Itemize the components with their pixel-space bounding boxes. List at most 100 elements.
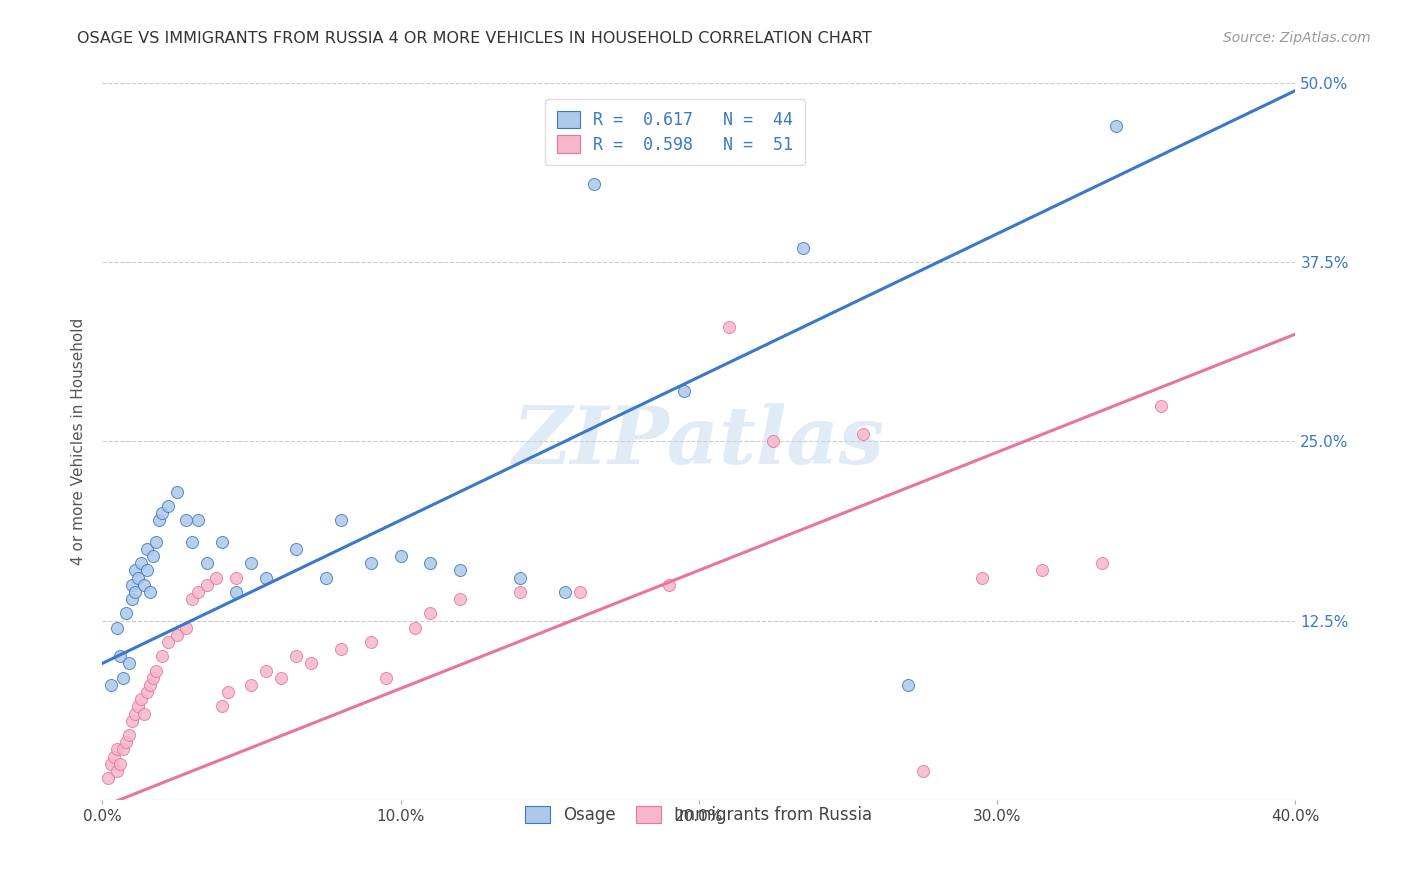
Point <box>148 513 170 527</box>
Point <box>127 570 149 584</box>
Point <box>1090 556 1112 570</box>
Point <box>419 556 441 570</box>
Point <box>132 706 155 721</box>
Point <box>156 499 179 513</box>
Point <box>139 585 162 599</box>
Point <box>105 621 128 635</box>
Point <box>211 534 233 549</box>
Point <box>142 671 165 685</box>
Point <box>897 678 920 692</box>
Point <box>124 585 146 599</box>
Point <box>108 649 131 664</box>
Point <box>270 671 292 685</box>
Point <box>225 570 247 584</box>
Legend: Osage, Immigrants from Russia: Osage, Immigrants from Russia <box>515 796 883 834</box>
Point <box>568 585 591 599</box>
Point <box>166 628 188 642</box>
Point <box>129 556 152 570</box>
Point <box>115 735 138 749</box>
Point <box>285 541 308 556</box>
Point <box>329 642 352 657</box>
Point <box>97 771 120 785</box>
Point <box>115 607 138 621</box>
Point <box>509 585 531 599</box>
Point <box>180 534 202 549</box>
Point <box>156 635 179 649</box>
Point <box>103 749 125 764</box>
Point <box>211 699 233 714</box>
Point <box>254 664 277 678</box>
Point <box>404 621 426 635</box>
Point <box>174 621 197 635</box>
Point <box>174 513 197 527</box>
Point <box>329 513 352 527</box>
Point <box>166 484 188 499</box>
Point <box>217 685 239 699</box>
Point <box>1150 399 1173 413</box>
Point <box>118 728 141 742</box>
Point <box>136 685 159 699</box>
Point <box>112 671 135 685</box>
Point <box>225 585 247 599</box>
Point <box>180 592 202 607</box>
Point <box>121 577 143 591</box>
Point <box>118 657 141 671</box>
Point <box>240 556 263 570</box>
Point <box>129 692 152 706</box>
Point <box>672 384 695 399</box>
Point <box>136 541 159 556</box>
Point <box>911 764 934 778</box>
Point <box>145 534 167 549</box>
Point <box>254 570 277 584</box>
Point <box>1105 120 1128 134</box>
Point <box>100 678 122 692</box>
Point <box>187 585 209 599</box>
Point <box>145 664 167 678</box>
Point <box>285 649 308 664</box>
Point <box>139 678 162 692</box>
Point <box>449 592 471 607</box>
Point <box>136 563 159 577</box>
Point <box>132 577 155 591</box>
Text: ZIPatlas: ZIPatlas <box>513 402 884 480</box>
Point <box>315 570 337 584</box>
Y-axis label: 4 or more Vehicles in Household: 4 or more Vehicles in Household <box>72 318 86 566</box>
Point <box>112 742 135 756</box>
Point <box>449 563 471 577</box>
Point <box>360 556 382 570</box>
Point <box>121 592 143 607</box>
Point <box>204 570 226 584</box>
Point <box>100 756 122 771</box>
Point <box>972 570 994 584</box>
Point <box>195 556 218 570</box>
Point <box>124 563 146 577</box>
Point <box>658 577 681 591</box>
Point <box>105 764 128 778</box>
Point <box>121 714 143 728</box>
Point <box>124 706 146 721</box>
Point <box>792 241 814 255</box>
Point <box>419 607 441 621</box>
Point <box>299 657 322 671</box>
Point <box>127 699 149 714</box>
Point <box>762 434 785 449</box>
Point <box>717 319 740 334</box>
Point <box>108 756 131 771</box>
Point <box>1031 563 1053 577</box>
Point <box>509 570 531 584</box>
Point <box>187 513 209 527</box>
Point <box>852 427 875 442</box>
Point <box>142 549 165 563</box>
Point <box>360 635 382 649</box>
Point <box>240 678 263 692</box>
Point <box>150 649 173 664</box>
Point <box>389 549 412 563</box>
Point <box>374 671 396 685</box>
Point <box>150 506 173 520</box>
Text: OSAGE VS IMMIGRANTS FROM RUSSIA 4 OR MORE VEHICLES IN HOUSEHOLD CORRELATION CHAR: OSAGE VS IMMIGRANTS FROM RUSSIA 4 OR MOR… <box>77 31 872 46</box>
Point <box>583 177 606 191</box>
Text: Source: ZipAtlas.com: Source: ZipAtlas.com <box>1223 31 1371 45</box>
Point <box>554 585 576 599</box>
Point <box>195 577 218 591</box>
Point <box>105 742 128 756</box>
